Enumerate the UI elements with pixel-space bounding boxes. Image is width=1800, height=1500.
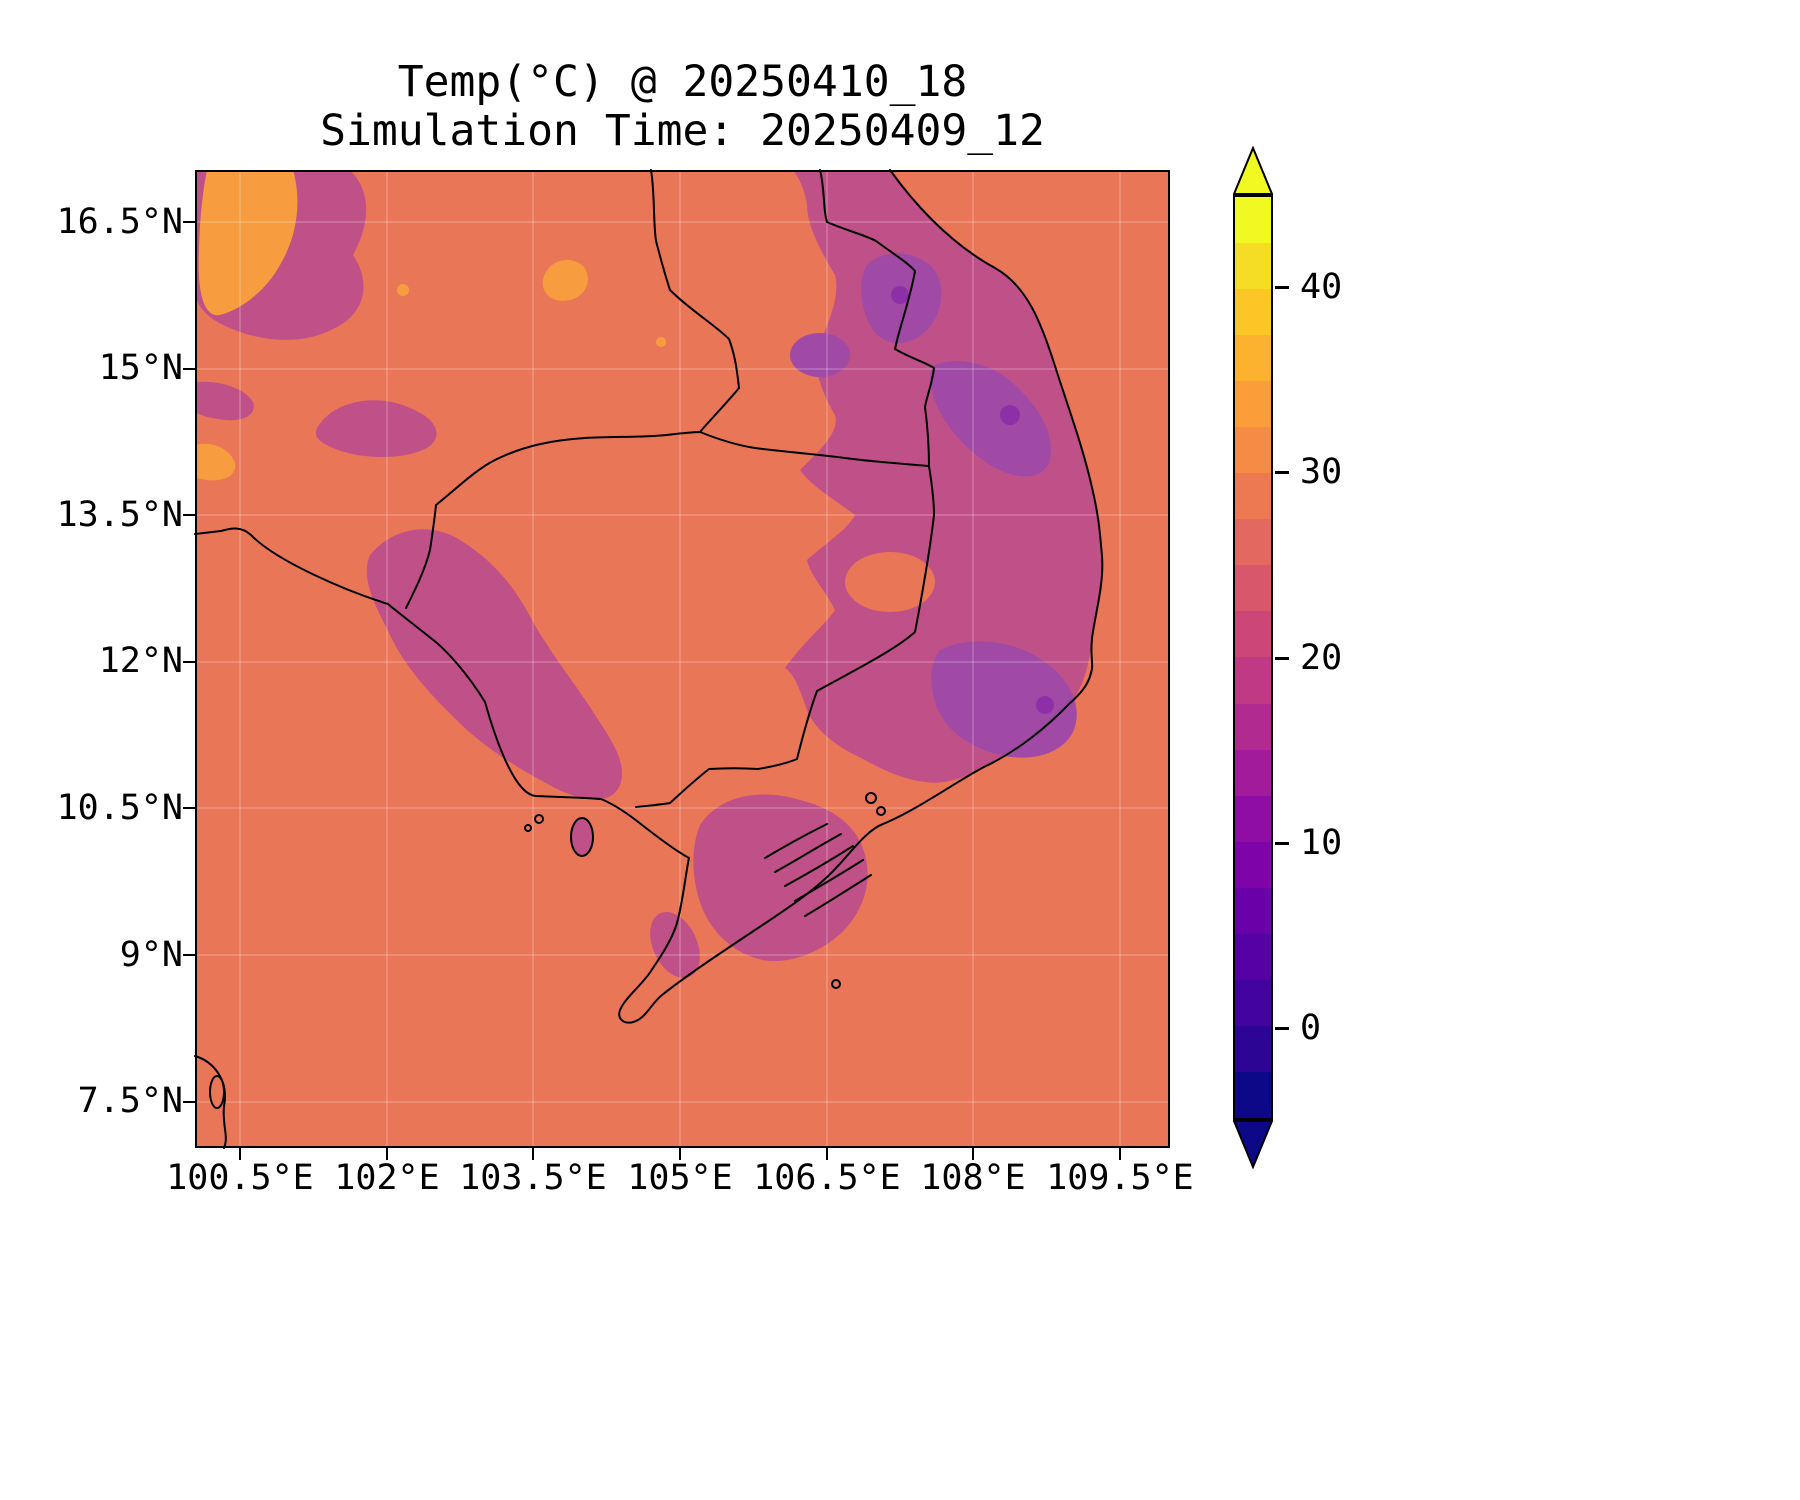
y-tick-label: 16.5°N [56,202,183,242]
colorbar-segment [1235,473,1271,520]
river-channels [764,823,872,917]
colorbar-tick [1275,657,1289,660]
colorbar-segment [1235,887,1271,934]
x-tick-label: 100.5°E [166,1158,314,1198]
colorbar-tick-label: 40 [1300,267,1343,307]
map-frame [195,170,1170,1148]
coastlines [194,169,1104,1149]
colorbar-segment [1235,1025,1271,1072]
colorbar-tick [1275,471,1289,474]
colorbar-tick-label: 0 [1300,1008,1322,1048]
colorbar-segment [1235,841,1271,888]
colorbar-segment [1235,657,1271,704]
x-tick-label: 108°E [920,1158,1026,1198]
colorbar-tick [1275,1027,1289,1030]
x-tick-label: 106.5°E [753,1158,901,1198]
warm-region-orange [195,170,666,481]
colorbar-over-arrow [1233,146,1273,195]
colorbar-segment [1235,703,1271,750]
colorbar-tick [1275,286,1289,289]
colorbar-segment [1235,795,1271,842]
colorbar-under-arrow [1233,1120,1273,1169]
country-borders [405,169,935,808]
x-tick-label: 105°E [627,1158,733,1198]
colorbar-segment [1235,335,1271,382]
plot-title: Temp(°C) @ 20250410_18 Simulation Time: … [195,57,1170,157]
colorbar-segment [1235,933,1271,980]
cool-region-magenta [195,170,1103,979]
gridlines [195,170,1170,1148]
x-tick-label: 103.5°E [459,1158,607,1198]
map-plot [183,169,1170,1160]
y-tick-label: 15°N [98,348,183,388]
colorbar-segment [1235,979,1271,1026]
colorbar-tick-label: 10 [1300,823,1343,863]
axis-ticks [183,221,1121,1160]
y-tick-label: 13.5°N [56,495,183,535]
temperature-map [183,169,1170,1160]
x-tick-label: 102°E [334,1158,440,1198]
colorbar-segment [1235,565,1271,612]
colorbar-segment [1235,611,1271,658]
colorbar-segment [1235,381,1271,428]
y-tick-label: 7.5°N [77,1081,183,1121]
colorbar-tick [1275,842,1289,845]
title-line1: Temp(°C) @ 20250410_18 [397,57,968,107]
cold-region-purple [790,253,1077,758]
y-tick-label: 9°N [119,935,183,975]
temperature-field [195,170,1170,1148]
colorbar-segment [1235,427,1271,474]
colorbar-segment [1235,289,1271,336]
title-line2: Simulation Time: 20250409_12 [320,106,1045,157]
x-tick-label: 109.5°E [1046,1158,1194,1198]
colorbar-tick-label: 20 [1300,638,1343,678]
colorbar-segment [1235,243,1271,290]
colorbar-tick-label: 30 [1300,452,1343,492]
colorbar-segment [1235,519,1271,566]
y-tick-label: 12°N [98,641,183,681]
y-tick-label: 10.5°N [56,788,183,828]
colorbar-segment [1235,1071,1271,1118]
colorbar-segment [1235,749,1271,796]
colorbar [1233,195,1273,1120]
colorbar-segment [1235,197,1271,244]
